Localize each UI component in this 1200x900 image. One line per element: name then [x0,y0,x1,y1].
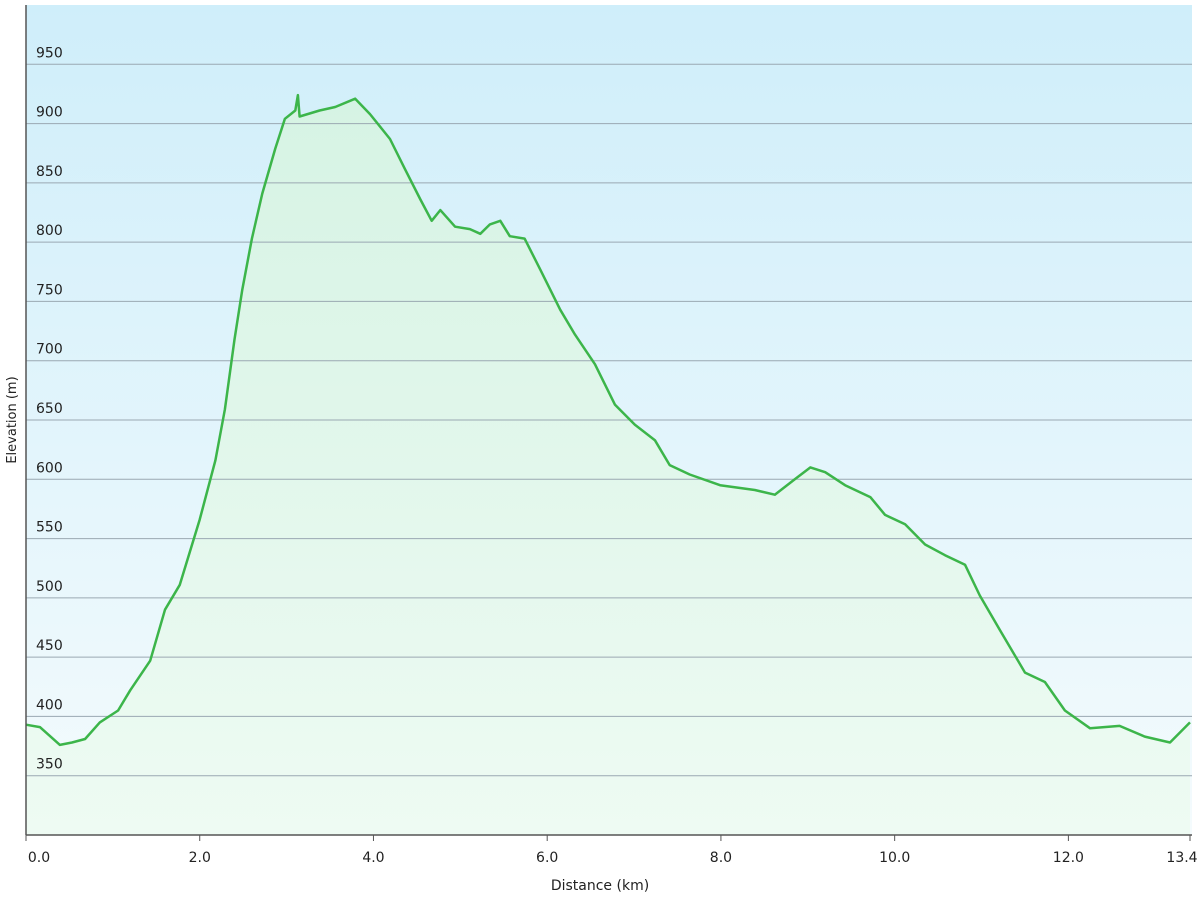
y-tick-label: 350 [36,757,63,773]
x-tick-label: 4.0 [362,850,384,866]
x-axis-label: Distance (km) [551,878,649,894]
y-axis-label: Elevation (m) [5,376,20,463]
x-tick-label: 6.0 [536,850,558,866]
y-tick-label: 600 [36,460,63,476]
y-tick-label: 900 [36,105,63,121]
y-tick-label: 650 [36,401,63,417]
y-tick-label: 850 [36,164,63,180]
x-tick-label: 0.0 [28,850,50,866]
x-tick-label: 8.0 [710,850,732,866]
y-tick-label: 950 [36,45,63,61]
y-tick-label: 800 [36,223,63,239]
y-tick-label: 700 [36,342,63,358]
x-tick-label: 12.0 [1053,850,1084,866]
x-tick-label: 13.4 [1166,850,1197,866]
area-fill [26,95,1190,836]
y-tick-label: 750 [36,282,63,298]
y-tick-label: 500 [36,579,63,595]
y-tick-label: 450 [36,638,63,654]
y-tick-label: 400 [36,697,63,713]
elevation-line [25,93,1191,747]
y-tick-label: 550 [36,520,63,536]
x-tick-label: 10.0 [879,850,910,866]
x-tick-label: 2.0 [189,850,211,866]
